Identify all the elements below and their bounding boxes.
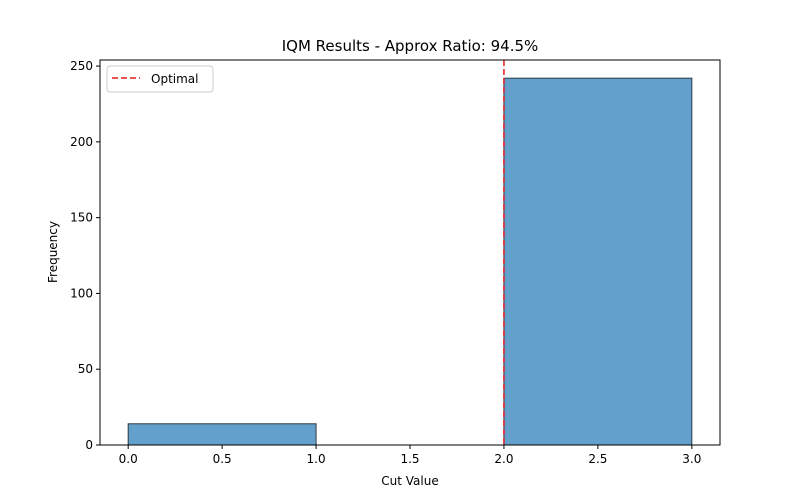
- y-axis-label: Frequency: [46, 221, 60, 283]
- x-tick-label: 2.0: [494, 452, 513, 466]
- y-tick-label: 250: [70, 59, 93, 73]
- chart-title: IQM Results - Approx Ratio: 94.5%: [282, 37, 539, 55]
- x-tick-label: 1.5: [400, 452, 419, 466]
- y-tick-label: 50: [78, 362, 93, 376]
- x-axis-label: Cut Value: [381, 474, 438, 488]
- x-tick-label: 3.0: [682, 452, 701, 466]
- histogram-bar-1: [503, 77, 693, 446]
- histogram-bar-0: [127, 423, 317, 446]
- legend-frame: [106, 65, 214, 93]
- x-tick-label: 0.0: [119, 452, 138, 466]
- y-tick-label: 200: [70, 135, 93, 149]
- x-tick-label: 2.5: [588, 452, 607, 466]
- x-tick-label: 1.0: [307, 452, 326, 466]
- legend: Optimal: [106, 65, 214, 93]
- y-tick-label: 150: [70, 211, 93, 225]
- y-tick-label: 100: [70, 286, 93, 300]
- y-tick-label: 0: [85, 438, 93, 452]
- legend-optimal-label: Optimal: [151, 72, 198, 86]
- x-tick-label: 0.5: [213, 452, 232, 466]
